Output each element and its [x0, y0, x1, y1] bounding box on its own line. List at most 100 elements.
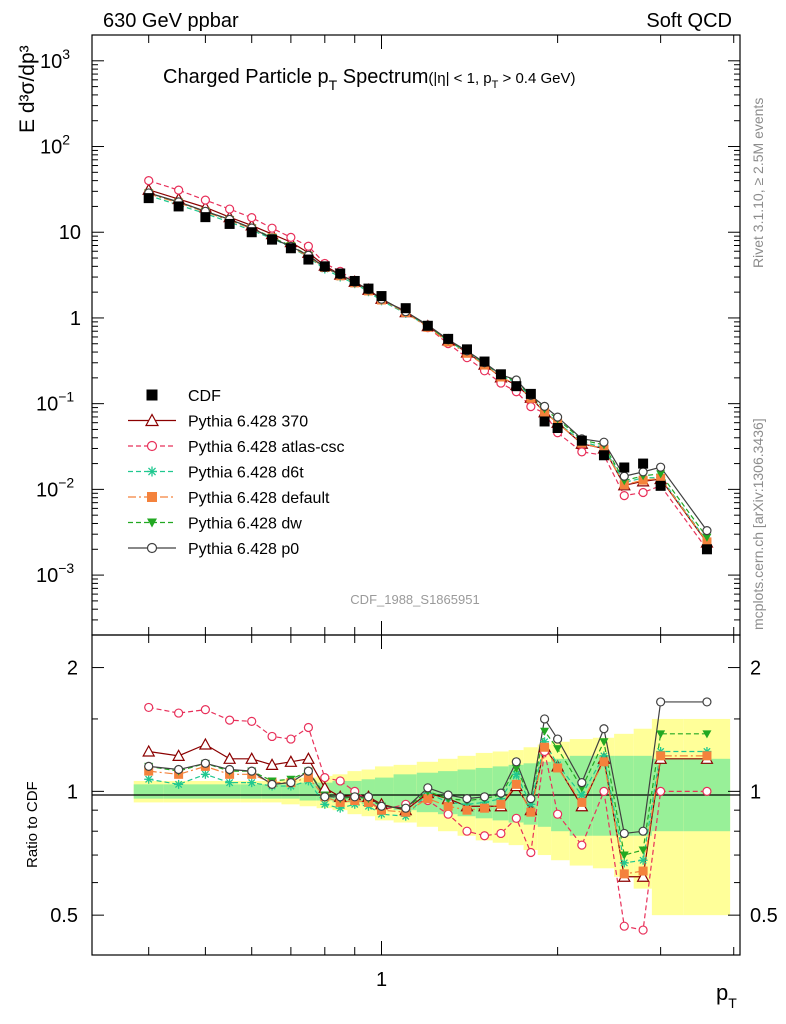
ratio-point — [144, 766, 154, 776]
ratio-point — [638, 846, 648, 855]
ratio-point — [142, 744, 156, 757]
ratio-point — [638, 866, 648, 876]
ratio-point — [225, 715, 235, 725]
legend-marker — [144, 413, 160, 427]
cdf-data-point — [619, 462, 630, 473]
ratio-point — [638, 925, 648, 935]
main-point — [599, 437, 609, 447]
main-point — [539, 401, 550, 411]
cdf-data-point — [143, 193, 154, 204]
ratio-y-tick-label-right: 2 — [750, 658, 761, 680]
ratio-point — [376, 801, 387, 811]
main-point — [174, 185, 184, 195]
ratio-point — [462, 794, 472, 804]
ratio-band-inner — [192, 784, 218, 799]
cdf-data-point — [511, 381, 522, 392]
legend-entry: Pythia 6.428 p0 — [128, 541, 299, 558]
ratio-point — [656, 786, 666, 796]
ratio-point — [225, 764, 235, 775]
legend-label: Pythia 6.428 atlas-csc — [188, 439, 345, 456]
legend-marker — [147, 466, 157, 477]
main-point — [267, 223, 277, 233]
main-point — [702, 537, 712, 547]
main-point — [225, 204, 235, 214]
legend-marker — [147, 492, 157, 502]
ratio-y-axis-label: Ratio to CDF — [24, 781, 41, 868]
legend: CDF Pythia 6.428 370 Pythia 6.428 atlas-cs… — [128, 388, 345, 558]
ratio-point — [363, 792, 374, 802]
ratio-point — [553, 809, 563, 819]
main-point — [619, 471, 629, 481]
ratio-point — [496, 799, 506, 809]
main-y-tick-label: 103 — [40, 46, 70, 73]
ratio-band-inner — [374, 777, 394, 807]
main-curve — [148, 180, 708, 550]
ratio-point — [619, 851, 629, 860]
ratio-point — [198, 737, 212, 750]
cdf-data-point — [576, 435, 587, 446]
ratio-curve — [148, 740, 707, 864]
cdf-data-point — [335, 268, 346, 279]
ratio-point — [200, 758, 210, 768]
x-axis-label: pT — [716, 980, 737, 1011]
cdf-data-point — [224, 218, 235, 229]
cdf-data-point — [552, 423, 563, 434]
ratio-point — [599, 757, 609, 767]
cdf-data-point — [303, 254, 314, 265]
ratio-point — [599, 786, 609, 796]
ratio-point — [247, 716, 257, 726]
ratio-point — [144, 774, 154, 784]
main-curve — [148, 195, 708, 542]
ratio-point — [265, 758, 279, 770]
main-point — [144, 176, 154, 186]
ratio-point — [511, 813, 521, 823]
ratio-point — [511, 779, 521, 789]
cdf-data-point — [525, 388, 536, 399]
ratio-point — [443, 809, 453, 819]
ratio-point — [540, 742, 550, 752]
main-point — [656, 462, 666, 472]
ratio-point — [172, 749, 186, 761]
ratio-point — [619, 921, 629, 931]
ratio-point — [577, 797, 587, 807]
main-y-tick-label: 10−1 — [36, 389, 74, 416]
ratio-y-tick-label-right: 1 — [750, 781, 761, 803]
cdf-data-point — [461, 344, 472, 355]
ratio-point — [247, 766, 257, 776]
cdf-data-point — [246, 227, 257, 238]
ratio-point — [320, 792, 330, 802]
ratio-point — [286, 778, 296, 788]
series-markers — [142, 176, 714, 935]
cdf-data-point — [638, 458, 649, 469]
main-y-tick-label: 1 — [70, 308, 81, 330]
ratio-point — [174, 708, 184, 718]
mcplots-label: mcplots.cern.ch [arXiv:1306.3436] — [750, 418, 766, 630]
cdf-data-point — [443, 333, 454, 344]
ratio-point — [636, 869, 650, 882]
ratio-point — [599, 738, 609, 747]
ratio-point — [225, 778, 235, 788]
legend-label: CDF — [188, 388, 221, 405]
ratio-point — [423, 783, 433, 793]
main-point — [200, 195, 210, 205]
ratio-point — [174, 779, 184, 789]
ratio-point — [401, 803, 411, 813]
main-point — [702, 526, 712, 536]
legend-entry: Pythia 6.428 atlas-csc — [128, 439, 345, 456]
cdf-data-point — [376, 291, 387, 302]
main-point — [247, 213, 257, 223]
ratio-point — [144, 761, 154, 771]
header-right: Soft QCD — [646, 10, 732, 32]
cdf-data-point — [655, 480, 666, 491]
legend-label: Pythia 6.428 370 — [188, 414, 308, 431]
ratio-point — [540, 727, 550, 736]
legend-entry: Pythia 6.428 d6t — [128, 465, 304, 482]
ratio-band-inner — [614, 755, 634, 836]
legend-label: Pythia 6.428 d6t — [188, 465, 304, 482]
main-point — [286, 232, 296, 242]
axis-ticks — [92, 34, 740, 955]
ratio-plot-frame — [91, 634, 741, 956]
ratio-point — [702, 751, 712, 761]
ratio-point — [303, 722, 314, 733]
